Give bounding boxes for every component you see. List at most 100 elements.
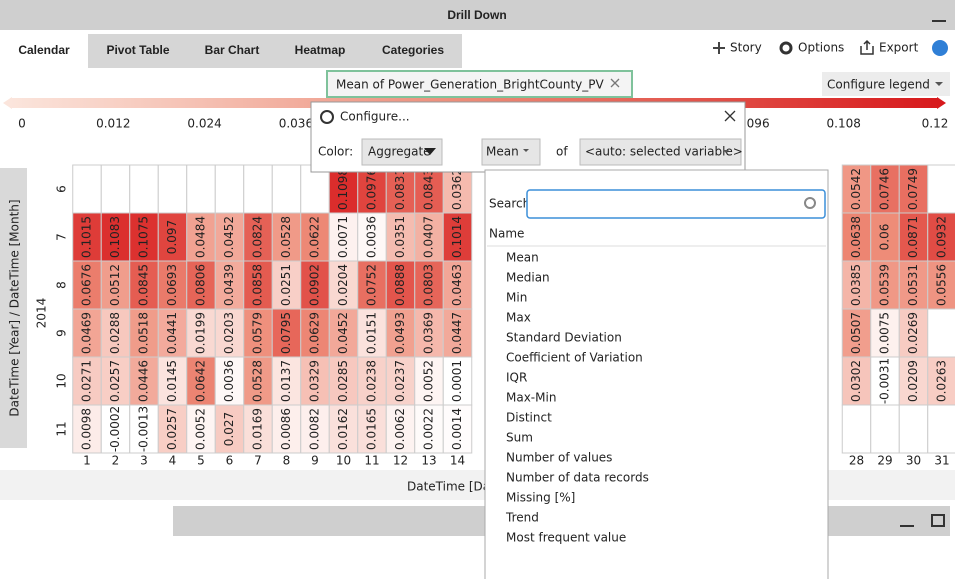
heat-cell[interactable] <box>243 308 273 358</box>
heat-cell[interactable] <box>214 404 245 454</box>
heat-cell[interactable] <box>898 260 929 310</box>
export-icon[interactable] <box>860 39 874 55</box>
heat-cell[interactable] <box>385 260 416 310</box>
heat-cell[interactable] <box>414 404 444 454</box>
heat-cell[interactable] <box>214 356 245 406</box>
heat-cell[interactable] <box>129 212 159 262</box>
help-button[interactable] <box>932 40 948 56</box>
heat-cell[interactable] <box>72 404 102 454</box>
dropdown-item[interactable]: Number of values <box>506 451 612 465</box>
cell-value: 0.0302 <box>849 360 863 402</box>
dropdown-item[interactable]: Distinct <box>506 411 552 425</box>
cell-value: 0.0082 <box>308 408 322 450</box>
heat-cell[interactable] <box>442 404 473 454</box>
heat-cell[interactable] <box>129 260 159 310</box>
dropdown-item[interactable]: Trend <box>505 511 539 525</box>
heat-cell[interactable] <box>870 260 900 310</box>
dropdown-item[interactable]: Mean <box>506 251 539 265</box>
remove-tag[interactable] <box>610 78 620 88</box>
heat-cell[interactable] <box>898 356 929 406</box>
heat-cell[interactable] <box>442 260 473 310</box>
heat-cell[interactable] <box>72 356 102 406</box>
heat-cell[interactable] <box>100 404 131 454</box>
heat-cell[interactable] <box>214 308 245 358</box>
heat-cell[interactable] <box>414 212 444 262</box>
heat-cell[interactable] <box>870 308 900 358</box>
heat-cell[interactable] <box>357 260 387 310</box>
cell-value: 0.0447 <box>450 312 464 354</box>
variable-select[interactable] <box>579 138 742 166</box>
search-box[interactable] <box>526 189 826 219</box>
heat-cell[interactable] <box>243 356 273 406</box>
heat-cell[interactable] <box>271 260 302 310</box>
heat-cell[interactable] <box>271 308 302 358</box>
heat-cell[interactable] <box>898 308 929 358</box>
dropdown-item[interactable]: Most frequent value <box>506 531 626 545</box>
dropdown-item[interactable]: Coefficient of Variation <box>506 351 643 365</box>
heat-cell[interactable] <box>385 212 416 262</box>
heat-cell[interactable] <box>157 356 188 406</box>
heat-cell[interactable] <box>442 308 473 358</box>
heat-cell[interactable] <box>243 404 273 454</box>
heat-cell[interactable] <box>328 308 359 358</box>
heat-cell[interactable] <box>927 260 955 310</box>
dropdown-item[interactable]: Median <box>506 271 550 285</box>
heat-cell[interactable] <box>414 260 444 310</box>
options-icon[interactable] <box>779 41 793 55</box>
heat-cell[interactable] <box>442 356 473 406</box>
tab[interactable]: Bar Chart <box>205 43 260 57</box>
heat-cell[interactable] <box>300 308 330 358</box>
dropdown-item[interactable]: Missing [%] <box>506 491 575 505</box>
configure-legend-button[interactable] <box>822 72 950 96</box>
heat-cell[interactable] <box>385 164 416 214</box>
toolbar-button[interactable]: Options <box>798 41 844 55</box>
dropdown-item[interactable]: IQR <box>506 371 527 385</box>
heat-cell[interactable] <box>72 212 102 262</box>
heat-cell[interactable] <box>157 212 188 262</box>
heat-cell[interactable] <box>243 212 273 262</box>
heat-cell[interactable] <box>357 212 387 262</box>
tab[interactable]: Calendar <box>18 43 70 57</box>
dropdown-item[interactable]: Standard Deviation <box>506 331 622 345</box>
heat-cell[interactable] <box>129 404 159 454</box>
heat-cell[interactable] <box>129 308 159 358</box>
heat-cell[interactable] <box>927 356 955 406</box>
tab[interactable]: Pivot Table <box>106 43 169 57</box>
heat-cell[interactable] <box>870 212 900 262</box>
cell-value: 0.0638 <box>849 216 863 258</box>
legend-tag[interactable] <box>326 70 633 98</box>
aggregate-select[interactable] <box>481 138 541 166</box>
heat-cell[interactable] <box>328 212 359 262</box>
tab[interactable]: Heatmap <box>295 43 346 57</box>
toolbar-button[interactable]: Export <box>879 41 919 55</box>
toolbar-button[interactable]: Story <box>730 41 762 55</box>
maximize-button[interactable] <box>931 514 945 527</box>
heat-cell[interactable] <box>186 404 216 454</box>
dropdown-item[interactable]: Min <box>506 291 527 305</box>
dropdown-item[interactable]: Max <box>506 311 531 325</box>
dropdown-item[interactable]: Max-Min <box>506 391 556 405</box>
heat-cell[interactable] <box>870 164 900 214</box>
heat-cell[interactable] <box>328 404 359 454</box>
legend-arrow-left <box>3 97 12 109</box>
heat-cell[interactable] <box>385 404 416 454</box>
heat-cell[interactable] <box>100 260 131 310</box>
heat-cell[interactable] <box>841 260 872 310</box>
story-icon[interactable] <box>713 42 725 54</box>
dropdown-item[interactable]: Number of data records <box>506 471 649 485</box>
cell-value: 0.027 <box>222 412 236 446</box>
close-popup[interactable] <box>724 110 736 122</box>
cell-value: 0.0075 <box>878 312 892 354</box>
configure-legend[interactable]: Configure legend <box>827 78 930 92</box>
cell-value: 0.0622 <box>308 216 322 258</box>
heat-cell[interactable] <box>100 212 131 262</box>
dropdown-item[interactable]: Sum <box>506 431 533 445</box>
heat-cell[interactable] <box>100 308 131 358</box>
heat-cell[interactable] <box>442 212 473 262</box>
heat-cell[interactable] <box>300 404 330 454</box>
heat-cell[interactable] <box>841 356 872 406</box>
tab[interactable]: Categories <box>382 43 444 57</box>
heat-cell[interactable] <box>271 212 302 262</box>
empty-cell <box>214 164 245 214</box>
heat-cell[interactable] <box>357 308 387 358</box>
